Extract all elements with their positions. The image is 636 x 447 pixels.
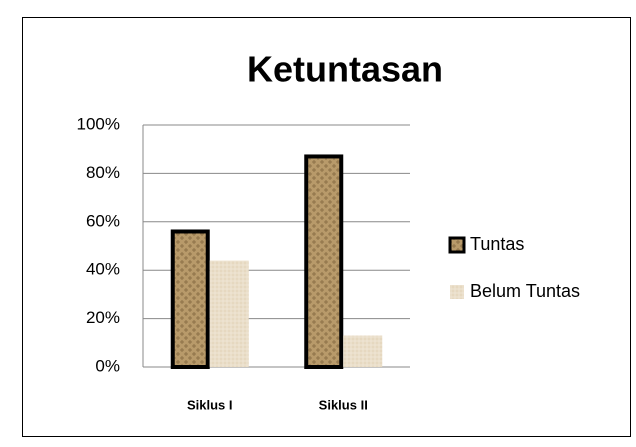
y-tick-label: 100% [77, 114, 120, 133]
x-tick-label: Siklus I [187, 397, 233, 412]
y-tick-label: 60% [86, 211, 120, 230]
y-tick-label: 40% [86, 260, 120, 279]
chart-title: Ketuntasan [247, 49, 443, 90]
bar [304, 154, 344, 369]
bar [343, 335, 383, 367]
bar [170, 229, 210, 369]
y-tick-label: 0% [95, 356, 120, 375]
legend-swatch [450, 285, 464, 299]
legend-swatch [448, 236, 466, 254]
y-tick-label: 80% [86, 163, 120, 182]
x-tick-label: Siklus II [319, 397, 368, 412]
y-tick-label: 20% [86, 308, 120, 327]
bar [209, 260, 249, 367]
legend-label: Belum Tuntas [470, 281, 580, 301]
legend-label: Tuntas [470, 234, 524, 254]
